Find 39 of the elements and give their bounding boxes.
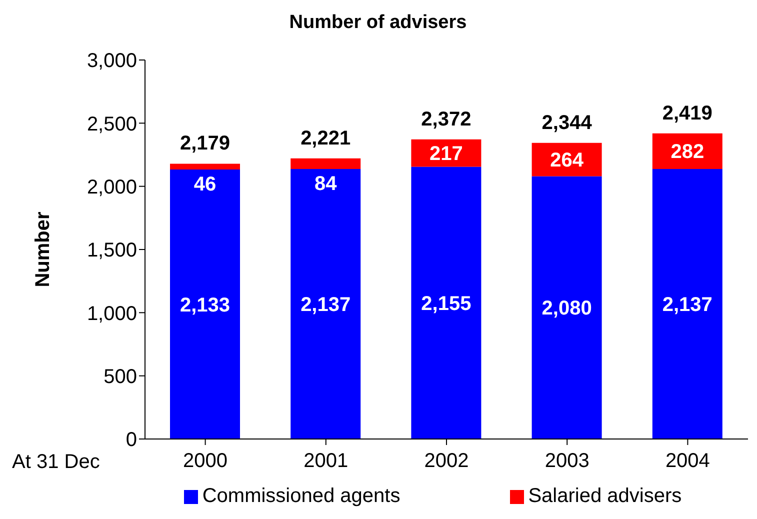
y-tick-label: 1,000 — [86, 302, 137, 325]
data-label: 2,137 — [300, 294, 351, 316]
x-tick-label: 2001 — [304, 450, 348, 472]
bar — [290, 169, 361, 439]
y-tick-label: 1,500 — [86, 240, 137, 262]
total-label: 2,221 — [300, 127, 351, 150]
data-label: 2,137 — [662, 294, 712, 316]
data-label: 282 — [670, 141, 704, 164]
legend-label: Salaried advisers — [528, 485, 682, 507]
bar — [290, 158, 361, 170]
bar — [652, 169, 722, 439]
data-label: 264 — [550, 150, 584, 172]
bar — [411, 166, 482, 439]
x-tick-label: 2000 — [183, 450, 228, 472]
y-tick-label: 3,000 — [86, 50, 137, 72]
bar — [532, 176, 602, 439]
bar — [170, 170, 240, 439]
y-tick-label: 500 — [104, 366, 137, 388]
total-label: 2,344 — [542, 112, 593, 134]
y-tick-label: 2,000 — [86, 176, 137, 198]
x-tick-label: 2004 — [665, 450, 710, 472]
data-label: 217 — [430, 143, 463, 166]
x-axis-title: At 31 Dec — [12, 451, 100, 474]
data-label: 2,155 — [421, 292, 472, 315]
data-label: 2,133 — [180, 294, 230, 316]
data-label: 84 — [314, 173, 338, 196]
total-label: 2,179 — [180, 132, 230, 155]
y-tick-label: 2,500 — [86, 113, 137, 136]
x-tick-label: 2002 — [424, 450, 469, 472]
y-tick-label: 0 — [126, 429, 137, 452]
chart-title: Number of advisers — [288, 12, 468, 34]
legend-label: Commissioned agents — [202, 485, 400, 507]
x-tick-label: 2003 — [544, 450, 590, 472]
y-axis-title: Number — [32, 212, 54, 288]
data-label: 46 — [194, 174, 216, 196]
data-label: 2,080 — [542, 298, 592, 320]
total-label: 2,372 — [421, 108, 472, 130]
total-label: 2,419 — [662, 102, 712, 124]
bar — [170, 164, 240, 170]
